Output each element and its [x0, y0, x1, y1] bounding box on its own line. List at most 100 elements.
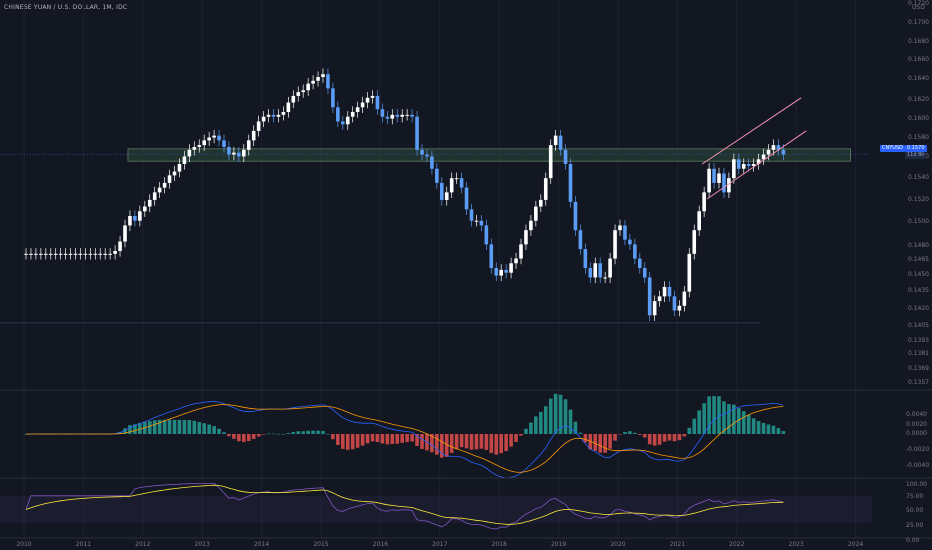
macd-bar	[474, 434, 479, 450]
price-tick-label: 0.1540	[908, 174, 929, 181]
candle	[68, 248, 73, 260]
candle-body	[108, 253, 112, 255]
candle	[108, 248, 112, 260]
macd-bar	[449, 434, 454, 453]
candle	[152, 186, 157, 206]
candle-body	[78, 253, 83, 255]
candle-body	[662, 286, 667, 297]
support-zone	[0, 148, 870, 324]
candle	[633, 238, 637, 265]
rsi-band	[0, 495, 872, 524]
candle-body	[519, 244, 523, 259]
price-tick-label: 0.1450	[908, 271, 929, 278]
price-tick-label: 0.1435	[908, 287, 929, 294]
candle	[425, 148, 429, 163]
candle-body	[311, 80, 315, 84]
candle-body	[652, 301, 657, 316]
candle-body	[464, 187, 469, 210]
candle-body	[657, 296, 662, 302]
macd-bar	[286, 433, 291, 434]
candle-body	[514, 258, 518, 264]
time-tick-label: 2018	[492, 541, 507, 548]
candle	[246, 134, 251, 156]
macd-bar	[613, 434, 617, 441]
macd-bar	[182, 419, 187, 434]
price-currency-label: USD	[912, 4, 925, 11]
macd-bar	[430, 434, 434, 453]
macd-bar	[454, 434, 459, 450]
rsi-tick-label: 75.00	[906, 493, 923, 500]
candle	[499, 264, 503, 282]
candle	[568, 158, 573, 208]
candle-body	[667, 286, 672, 297]
candle-body	[29, 253, 33, 255]
candle	[88, 248, 93, 260]
candle-body	[212, 135, 216, 138]
candle-body	[281, 112, 286, 115]
macd-bar	[737, 408, 741, 434]
candle	[345, 111, 350, 130]
macd-bar	[281, 433, 286, 435]
price-tick-label: 0.1700	[908, 19, 929, 26]
candle-body	[558, 135, 563, 150]
candle-body	[306, 83, 310, 91]
macd-bar	[682, 434, 687, 437]
candle	[311, 75, 315, 90]
macd-tick-label: -0.0040	[906, 462, 929, 469]
candle	[400, 109, 404, 123]
macd-bar	[697, 410, 701, 434]
macd-bar	[380, 434, 385, 444]
macd-bar	[296, 431, 301, 434]
candle-body	[781, 149, 786, 155]
candle	[435, 163, 439, 189]
macd-bar	[746, 414, 751, 434]
macd-bar	[321, 430, 325, 434]
macd-bar	[444, 434, 449, 457]
candle-body	[44, 253, 48, 255]
price-tick-label: 0.1580	[908, 134, 929, 141]
candle	[360, 96, 365, 113]
candle	[548, 139, 553, 184]
candle	[578, 224, 583, 255]
candle	[672, 290, 677, 317]
channel-lower-line	[706, 130, 807, 200]
time-tick-label: 2011	[76, 541, 91, 548]
macd-bar	[568, 409, 573, 434]
macd-bar	[464, 434, 469, 449]
candle-body	[563, 149, 568, 164]
candle	[177, 158, 182, 178]
macd-bar	[217, 428, 221, 434]
macd-bar	[558, 394, 563, 434]
candle	[44, 248, 48, 260]
candle	[558, 129, 563, 156]
macd-bar	[638, 434, 642, 435]
candle-body	[717, 173, 721, 183]
candle-body	[237, 152, 241, 157]
candle	[430, 150, 434, 175]
macd-bar	[177, 420, 182, 434]
macd-bar	[553, 393, 558, 434]
macd-bar	[548, 398, 553, 434]
price-tick-label: 0.1465	[908, 256, 929, 263]
candle-body	[449, 178, 454, 193]
candle-body	[628, 239, 632, 245]
rsi-tick-label: 100.00	[906, 481, 927, 488]
candle-body	[147, 199, 152, 207]
candle-body	[484, 225, 489, 245]
candle-body	[341, 121, 345, 125]
macd-bar	[197, 422, 202, 434]
macd-bar	[355, 434, 360, 448]
time-tick-label: 2016	[373, 541, 388, 548]
candle	[583, 243, 588, 274]
candle	[420, 144, 424, 161]
macd-bar	[415, 434, 419, 447]
candle	[182, 150, 187, 170]
candle	[222, 134, 226, 153]
macd-bar	[603, 434, 607, 453]
candle-body	[162, 182, 167, 188]
candle-body	[771, 145, 776, 150]
candle-body	[58, 253, 63, 255]
candle-body	[400, 114, 404, 117]
price-tick-label: 0.1620	[908, 96, 929, 103]
